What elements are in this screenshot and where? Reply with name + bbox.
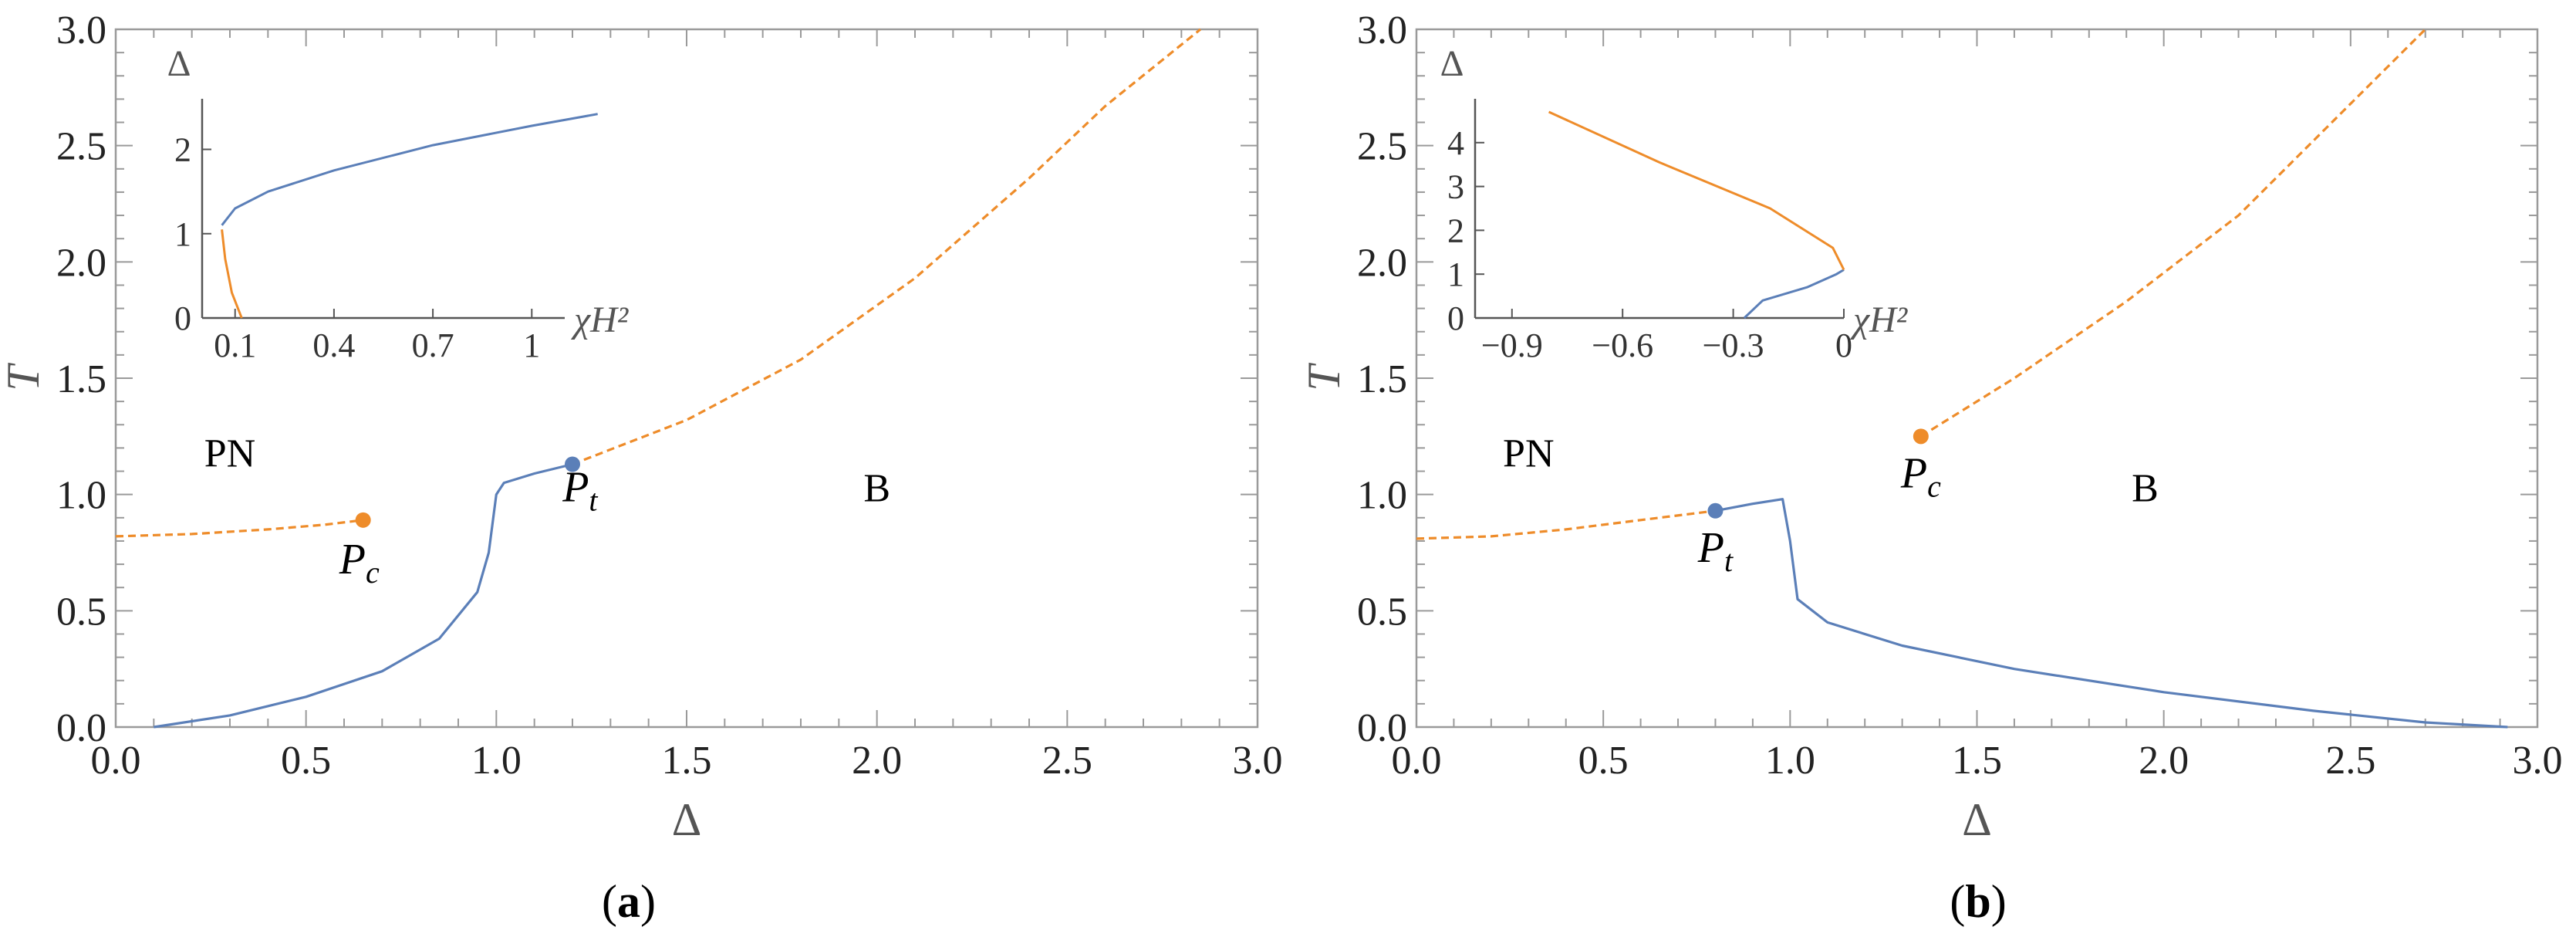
x-tick-label: 0.0	[1392, 739, 1442, 783]
x-axis-label: Δ	[1962, 794, 1992, 845]
x-tick-label: 1.0	[1765, 739, 1815, 783]
y-tick-label: 2.0	[1357, 241, 1407, 285]
panel-caption: (a)	[602, 876, 656, 927]
point-label-subscript: c	[366, 555, 380, 590]
region-label-pn: PN	[204, 432, 255, 476]
point-label-subscript: c	[1927, 469, 1941, 504]
x-tick-label: 0.5	[281, 739, 331, 783]
panel-b: 0.0 0.5 1.0 1.5 2.0 2.5 3.0 0.0 0.5 1.0 1.5 2.0 2.5 3…	[1298, 8, 2563, 927]
series-dashed-orange	[1919, 28, 2426, 438]
x-tick-label: 1.5	[662, 739, 712, 783]
point-label-main: P	[1900, 450, 1927, 498]
region-label-b: B	[863, 467, 890, 511]
inset-y-axis-label: Δ	[167, 43, 191, 84]
inset-x-tick-label: 0.4	[312, 326, 355, 364]
y-tick-label: 2.0	[56, 241, 106, 285]
inset-y-axis-label: Δ	[1440, 43, 1464, 84]
inset-y-tick-label: 1	[174, 215, 191, 253]
inset-y-tick-label: 2	[1447, 211, 1464, 249]
inset-y-tick-label: 0	[1447, 299, 1464, 337]
point-label-main: P	[339, 536, 366, 584]
y-tick-label: 1.0	[1357, 474, 1407, 518]
inset-x-tick-label: 0.1	[214, 326, 256, 364]
inset-series-blue	[1743, 269, 1845, 320]
inset-x-axis-label: χH²	[1850, 299, 1909, 340]
series-dashed-orange	[115, 519, 363, 538]
inset-series-orange	[221, 229, 243, 319]
inset-y-tick-label: 2	[174, 131, 191, 169]
y-tick-label: 2.5	[56, 125, 106, 169]
point-label-Pt: Pt	[1697, 524, 1734, 578]
inset-x-tick-label: −0.3	[1703, 326, 1764, 364]
y-tick-label: 0.5	[1357, 590, 1407, 634]
region-label-pn: PN	[1503, 432, 1554, 476]
y-tick-label: 1.5	[1357, 357, 1407, 401]
y-tick-label: 1.5	[56, 357, 106, 401]
inset-series-blue	[221, 113, 598, 226]
inset-y-tick-label: 4	[1447, 124, 1464, 162]
inset-x-tick-label: 0.7	[412, 326, 454, 364]
y-tick-label: 3.0	[1357, 8, 1407, 52]
panel-caption: (b)	[1950, 876, 2006, 927]
point-label-Pc: Pc	[339, 536, 380, 590]
y-tick-label: 0.0	[1357, 706, 1407, 750]
series-solid-blue	[1715, 498, 2508, 729]
panel-a: 0.0 0.5 1.0 1.5 2.0 2.5 3.0 0.0 0.5 1.0 1.5 2.0 2.5 3…	[0, 8, 1283, 927]
caption-paren: )	[1991, 876, 2007, 927]
x-tick-label: 0.5	[1578, 739, 1629, 783]
inset-y-tick-label: 1	[1447, 255, 1464, 293]
series-dashed-orange	[572, 28, 1202, 465]
y-tick-label: 2.5	[1357, 125, 1407, 169]
caption-letter: b	[1965, 876, 1990, 927]
point-label-main: P	[1697, 524, 1724, 572]
y-axis-label: T	[0, 363, 49, 391]
x-tick-label: 2.0	[2139, 739, 2189, 783]
point-label-subscript: t	[589, 483, 598, 518]
point-marker-Pc	[1913, 428, 1929, 445]
inset-x-tick-label: −0.9	[1481, 326, 1543, 364]
inset-x-axis-label: χH²	[571, 299, 630, 340]
point-marker-Pt	[1707, 502, 1724, 519]
caption-paren: )	[640, 876, 656, 927]
x-tick-label: 1.0	[471, 739, 522, 783]
x-axis-label: Δ	[672, 794, 702, 845]
point-label-subscript: t	[1724, 543, 1734, 578]
region-label-b: B	[2132, 467, 2159, 511]
inset-y-tick-label: 3	[1447, 168, 1464, 206]
inset-series-orange	[1548, 110, 1845, 271]
y-tick-label: 0.0	[56, 706, 106, 750]
y-tick-label: 3.0	[56, 8, 106, 52]
caption-paren: (	[602, 876, 617, 927]
y-axis-label: T	[1298, 363, 1349, 391]
inset-x-tick-label: 0	[1835, 326, 1852, 364]
inset-x-tick-label: −0.6	[1592, 326, 1653, 364]
point-label-Pt: Pt	[562, 464, 598, 518]
caption-paren: (	[1950, 876, 1965, 927]
x-tick-label: 2.0	[852, 739, 902, 783]
plot-frame	[1415, 28, 2539, 729]
x-tick-label: 2.5	[2325, 739, 2375, 783]
x-tick-label: 2.5	[1042, 739, 1092, 783]
point-label-main: P	[562, 464, 589, 512]
x-tick-label: 3.0	[2513, 739, 2563, 783]
x-tick-label: 0.0	[91, 739, 141, 783]
y-tick-label: 1.0	[56, 474, 106, 518]
point-label-Pc: Pc	[1900, 450, 1941, 504]
point-marker-Pc	[355, 512, 371, 528]
series-solid-blue	[154, 462, 573, 729]
point-marker-Pt	[565, 456, 580, 472]
y-tick-label: 0.5	[56, 590, 106, 634]
series-dashed-orange	[1416, 509, 1716, 540]
x-tick-label: 3.0	[1233, 739, 1283, 783]
x-tick-label: 1.5	[1952, 739, 2002, 783]
caption-letter: a	[617, 876, 640, 927]
inset-x-tick-label: 1	[523, 326, 540, 364]
plot-frame	[114, 28, 1259, 729]
inset-y-tick-label: 0	[174, 299, 191, 337]
